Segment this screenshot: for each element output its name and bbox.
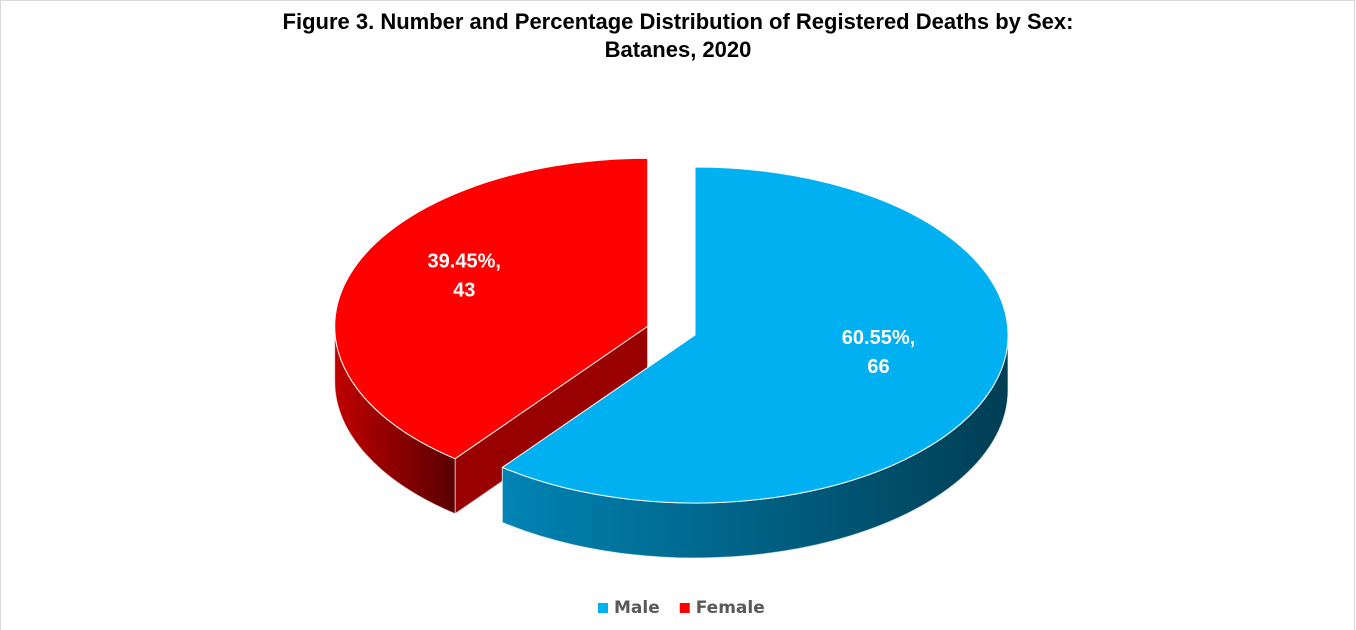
- slice-top: [501, 166, 1009, 504]
- legend-swatch: [598, 603, 608, 613]
- slice-top: [334, 157, 649, 460]
- legend-swatch: [679, 603, 690, 613]
- legend-label: Male: [614, 598, 660, 618]
- data-label: 43: [453, 280, 475, 302]
- chart-title: Figure 3. Number and Percentage Distribu…: [282, 9, 1074, 62]
- data-label: 39.45%,: [428, 251, 501, 273]
- data-label: 60.55%,: [842, 327, 915, 349]
- data-label: 66: [867, 356, 889, 378]
- legend-label: Female: [696, 598, 765, 618]
